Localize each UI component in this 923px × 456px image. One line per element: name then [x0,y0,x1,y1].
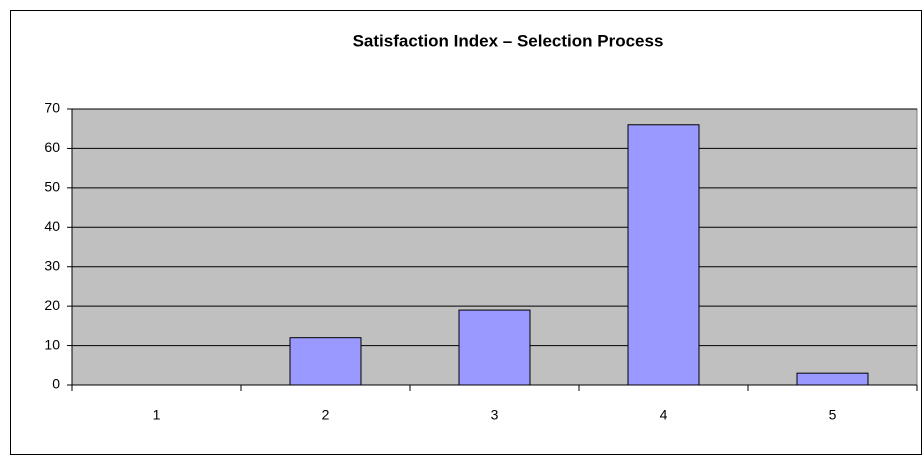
y-tick-label: 50 [44,179,60,195]
y-tick-label: 30 [44,257,60,273]
x-tick-label: 4 [660,407,668,423]
bar [458,309,531,386]
bar [796,372,869,386]
bar [289,337,362,386]
y-tick-label: 20 [44,297,60,313]
y-tick-label: 10 [44,336,60,352]
y-tick-label: 40 [44,218,60,234]
y-tick-label: 0 [52,376,60,392]
x-tick-label: 1 [153,407,161,423]
bar [627,124,700,386]
x-tick-label: 3 [491,407,499,423]
y-tick-label: 60 [44,139,60,155]
x-tick-label: 2 [322,407,330,423]
chart-title: Satisfaction Index – Selection Process [353,31,664,50]
x-tick-label: 5 [829,407,837,423]
y-tick-label: 70 [44,100,60,116]
